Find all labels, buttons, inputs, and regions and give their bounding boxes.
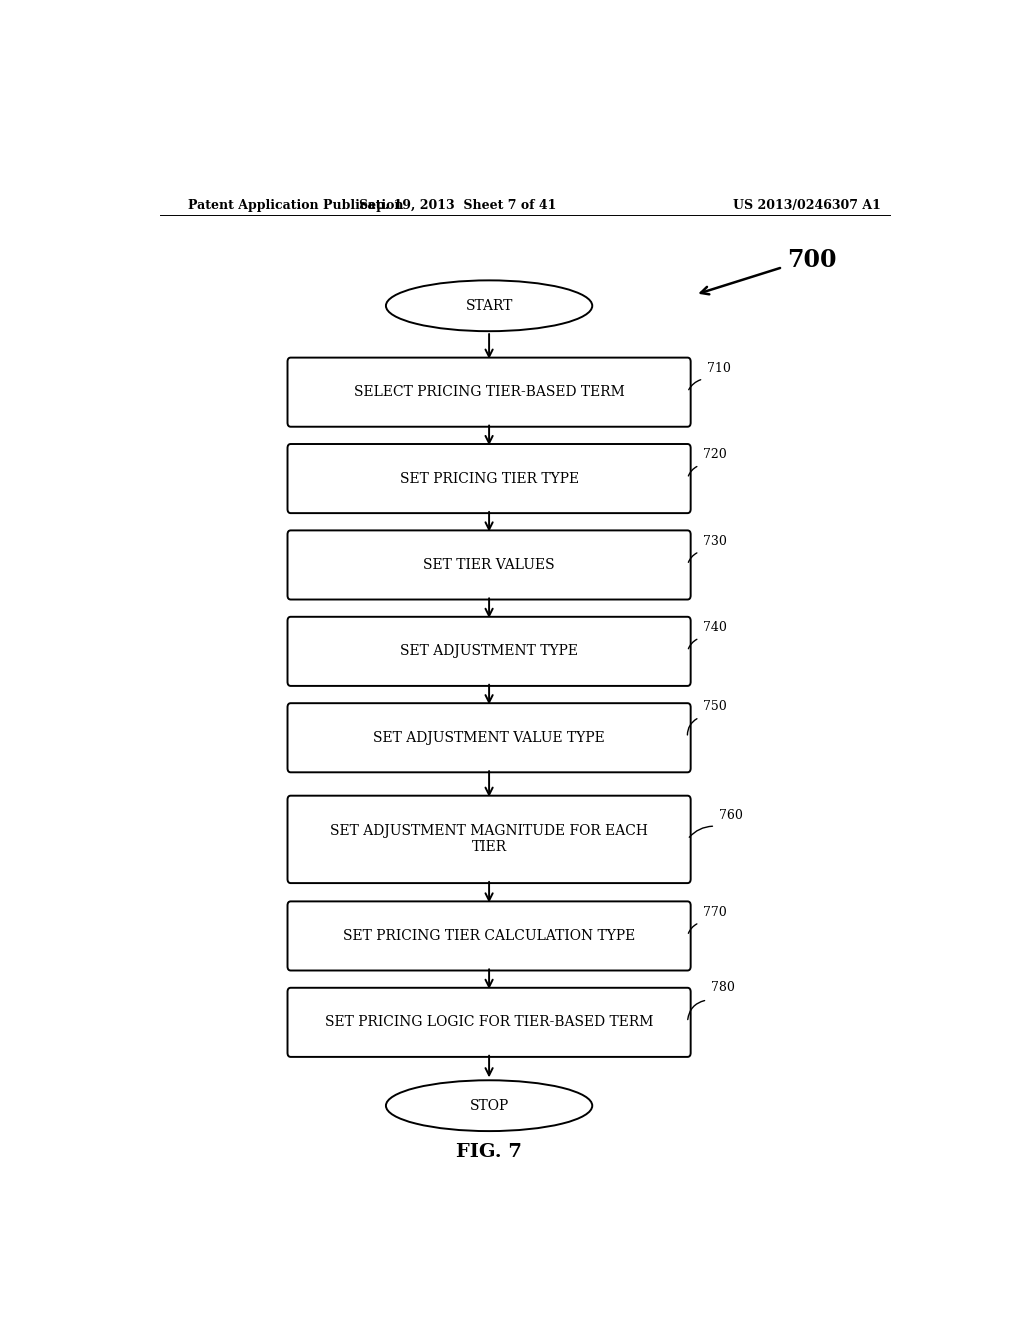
Text: 760: 760 [719, 809, 743, 822]
Text: SELECT PRICING TIER-BASED TERM: SELECT PRICING TIER-BASED TERM [353, 385, 625, 399]
Text: SET PRICING TIER TYPE: SET PRICING TIER TYPE [399, 471, 579, 486]
FancyBboxPatch shape [288, 796, 690, 883]
Text: SET ADJUSTMENT MAGNITUDE FOR EACH
TIER: SET ADJUSTMENT MAGNITUDE FOR EACH TIER [330, 824, 648, 854]
Text: SET ADJUSTMENT TYPE: SET ADJUSTMENT TYPE [400, 644, 579, 659]
Text: US 2013/0246307 A1: US 2013/0246307 A1 [732, 198, 881, 211]
Text: Sep. 19, 2013  Sheet 7 of 41: Sep. 19, 2013 Sheet 7 of 41 [358, 198, 556, 211]
Text: START: START [465, 298, 513, 313]
FancyBboxPatch shape [288, 531, 690, 599]
Text: Patent Application Publication: Patent Application Publication [187, 198, 403, 211]
Text: 780: 780 [712, 981, 735, 994]
FancyBboxPatch shape [288, 444, 690, 513]
Ellipse shape [386, 1080, 592, 1131]
Text: STOP: STOP [469, 1098, 509, 1113]
FancyBboxPatch shape [288, 902, 690, 970]
FancyBboxPatch shape [288, 704, 690, 772]
Text: SET ADJUSTMENT VALUE TYPE: SET ADJUSTMENT VALUE TYPE [373, 731, 605, 744]
FancyBboxPatch shape [288, 358, 690, 426]
Text: SET PRICING LOGIC FOR TIER-BASED TERM: SET PRICING LOGIC FOR TIER-BASED TERM [325, 1015, 653, 1030]
Text: 750: 750 [703, 701, 727, 713]
FancyBboxPatch shape [288, 616, 690, 686]
Text: FIG. 7: FIG. 7 [456, 1143, 522, 1162]
FancyBboxPatch shape [288, 987, 690, 1057]
Text: SET PRICING TIER CALCULATION TYPE: SET PRICING TIER CALCULATION TYPE [343, 929, 635, 942]
Text: 710: 710 [708, 362, 731, 375]
Ellipse shape [386, 280, 592, 331]
Text: 730: 730 [703, 535, 727, 548]
Text: 720: 720 [703, 449, 727, 461]
Text: SET TIER VALUES: SET TIER VALUES [423, 558, 555, 572]
Text: 700: 700 [786, 248, 837, 272]
Text: 770: 770 [703, 906, 727, 919]
Text: 740: 740 [703, 622, 727, 634]
